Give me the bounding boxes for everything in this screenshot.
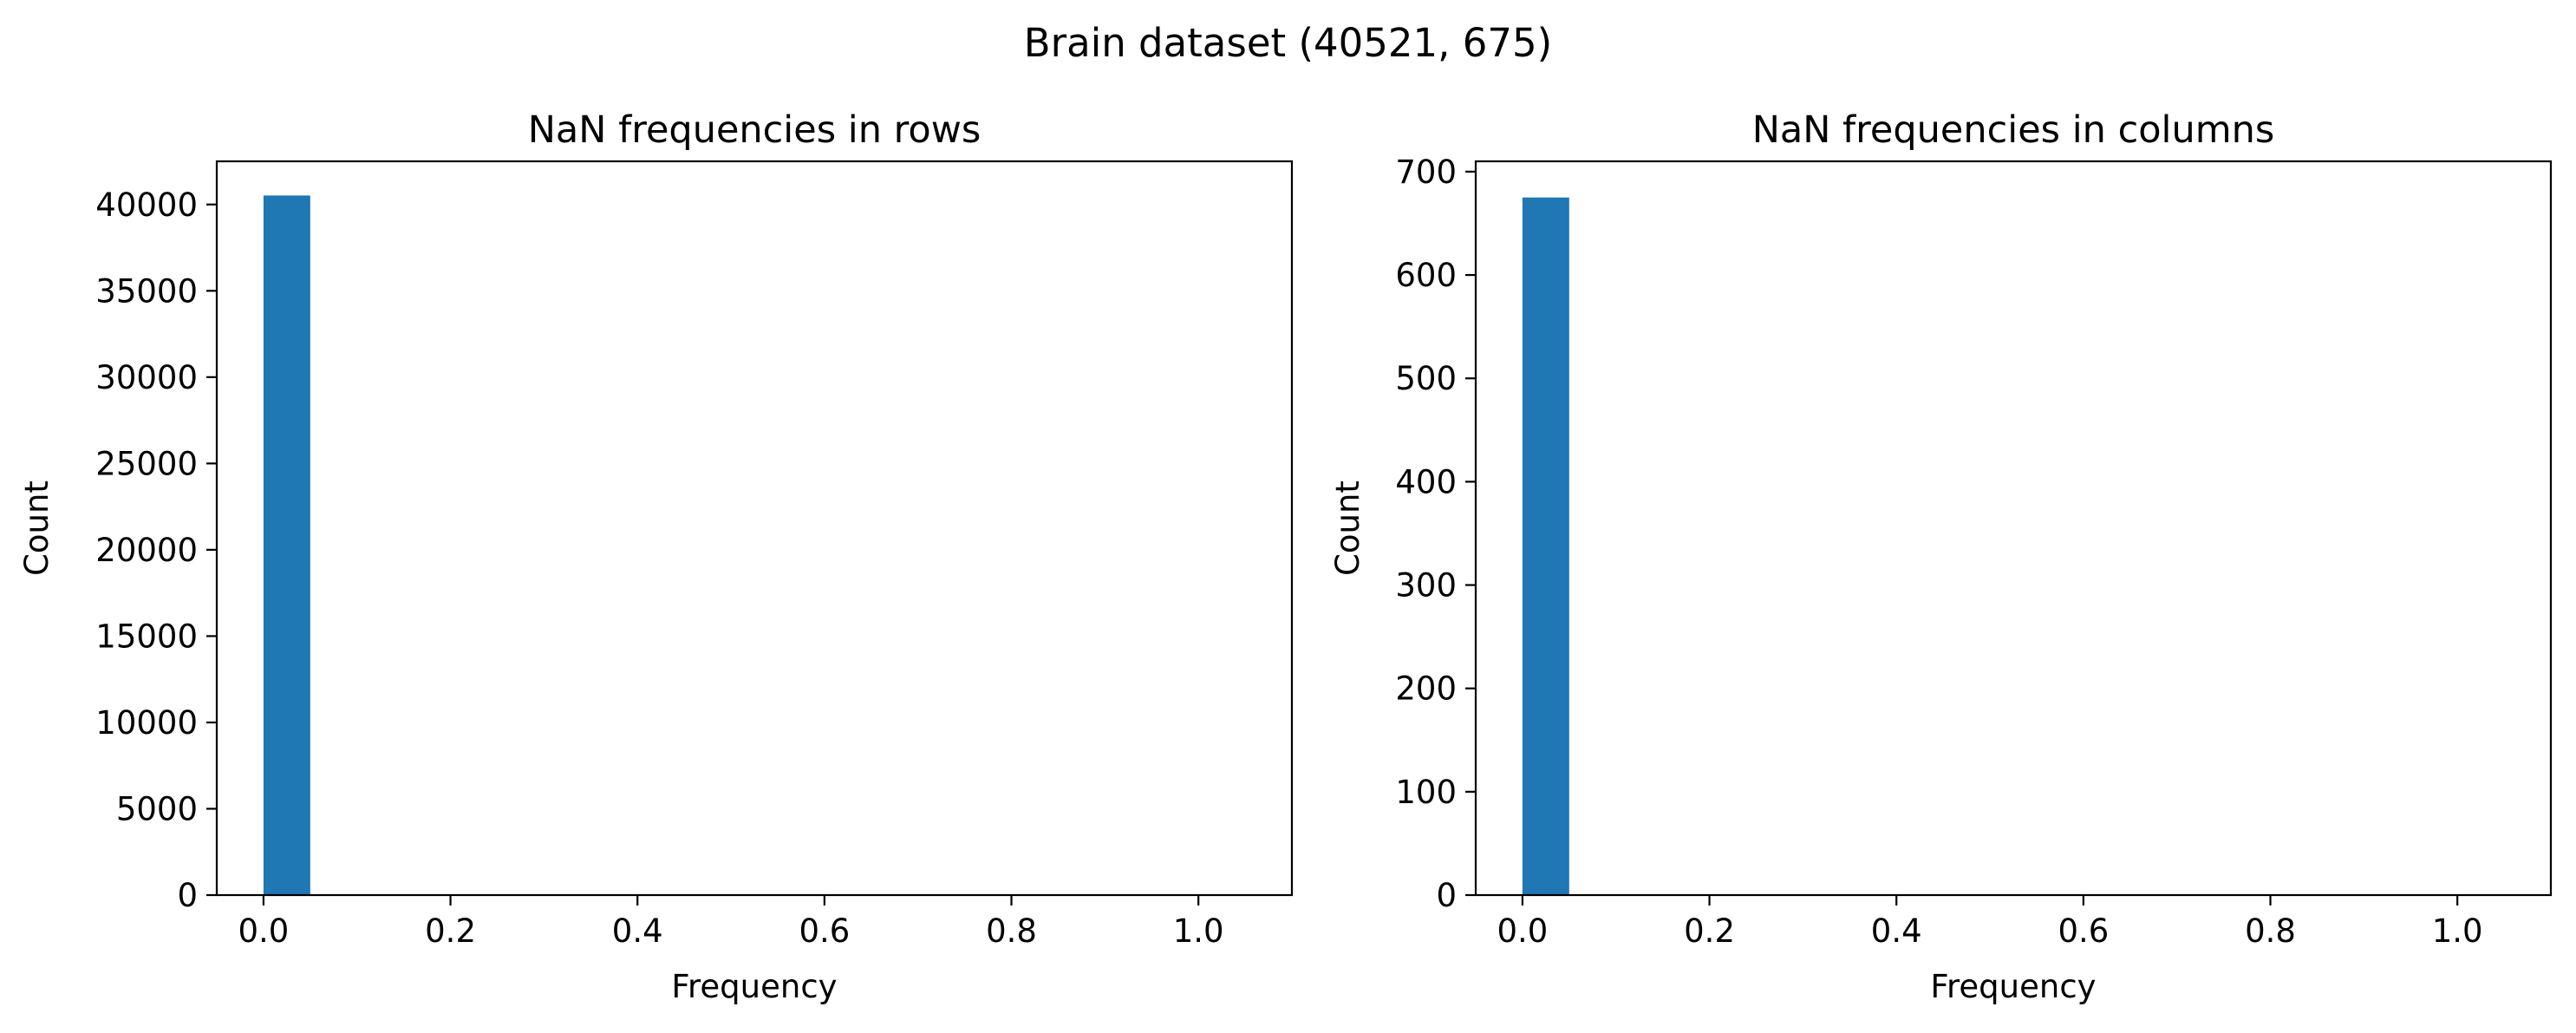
chart-1-ytick-label-5: 20000: [95, 532, 198, 569]
chart-1-xtick-label-6: 1.0: [1173, 912, 1224, 950]
chart-1-ytick-label-8: 35000: [95, 272, 198, 310]
chart-1: NaN frequencies in rows 0.0 0.2 0.4 0.6 0.8 1.…: [18, 108, 1294, 1005]
chart-2-bar-1: [1522, 197, 1569, 895]
chart-2-ylabel: Count: [1329, 481, 1366, 576]
chart-1-ytick-label-2: 5000: [116, 790, 198, 827]
chart-2-xtick-label-3: 0.4: [1871, 912, 1922, 950]
chart-2-ytick-label-2: 100: [1395, 774, 1457, 811]
figure-suptitle: Brain dataset (40521, 675): [1023, 20, 1553, 66]
chart-2-ytick-label-6: 500: [1395, 360, 1457, 397]
chart-1-bar-1: [263, 195, 310, 895]
chart-1-axes-frame: [215, 160, 1294, 897]
chart-2-xtick-label-5: 0.8: [2245, 912, 2296, 950]
chart-2-xtick-label-6: 1.0: [2432, 912, 2483, 950]
chart-2: NaN frequencies in columns 0.0 0.2 0.4 0.6 0.…: [1329, 108, 2553, 1005]
chart-1-ytick-label-7: 30000: [95, 359, 198, 396]
chart-2-xtick-label-4: 0.6: [2058, 912, 2109, 950]
chart-2-xlabel: Frequency: [1930, 968, 2096, 1005]
chart-2-ytick-label-4: 300: [1395, 567, 1457, 605]
chart-2-ytick-label-7: 600: [1395, 257, 1457, 294]
chart-1-title: NaN frequencies in rows: [528, 108, 981, 152]
chart-2-axes-frame: [1474, 160, 2553, 897]
chart-1-ytick-label-1: 0: [177, 877, 198, 914]
chart-1-ytick-label-3: 10000: [95, 704, 198, 742]
chart-2-xtick-label-1: 0.0: [1497, 912, 1548, 950]
chart-1-ylabel: Count: [18, 481, 55, 576]
chart-1-xtick-label-2: 0.2: [425, 912, 476, 950]
chart-2-ytick-label-1: 0: [1436, 877, 1457, 914]
chart-2-xtick-label-2: 0.2: [1684, 912, 1735, 950]
chart-2-ytick-label-3: 200: [1395, 670, 1457, 708]
chart-1-xlabel: Frequency: [671, 968, 837, 1005]
chart-2-title: NaN frequencies in columns: [1752, 108, 2275, 152]
chart-2-ytick-label-5: 400: [1395, 463, 1457, 500]
chart-1-ytick-label-9: 40000: [95, 186, 198, 224]
chart-1-xtick-label-3: 0.4: [612, 912, 663, 950]
chart-1-xtick-label-5: 0.8: [986, 912, 1037, 950]
chart-1-xtick-label-1: 0.0: [238, 912, 289, 950]
chart-1-ytick-label-6: 25000: [95, 445, 198, 482]
chart-2-ytick-label-8: 700: [1395, 154, 1457, 191]
chart-1-xtick-label-4: 0.6: [799, 912, 850, 950]
chart-1-ytick-label-4: 15000: [95, 618, 198, 655]
